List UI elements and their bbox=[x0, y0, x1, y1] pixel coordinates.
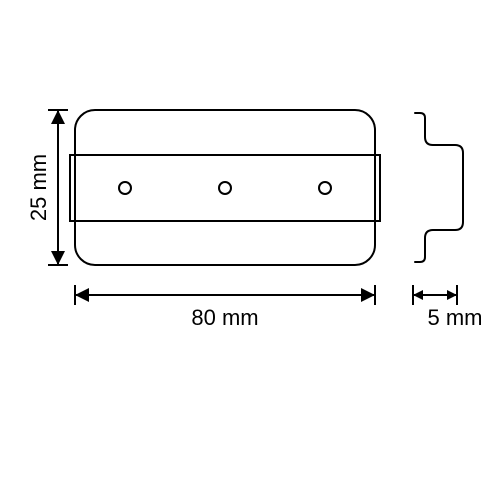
dim-depth-label: 5 mm bbox=[428, 305, 483, 330]
hole-1 bbox=[119, 182, 131, 194]
technical-drawing: 25 mm 80 mm 5 mm bbox=[0, 0, 500, 500]
hole-3 bbox=[319, 182, 331, 194]
side-profile bbox=[415, 113, 463, 262]
hole-2 bbox=[219, 182, 231, 194]
dim-height-label: 25 mm bbox=[26, 154, 51, 221]
dim-width-label: 80 mm bbox=[191, 305, 258, 330]
